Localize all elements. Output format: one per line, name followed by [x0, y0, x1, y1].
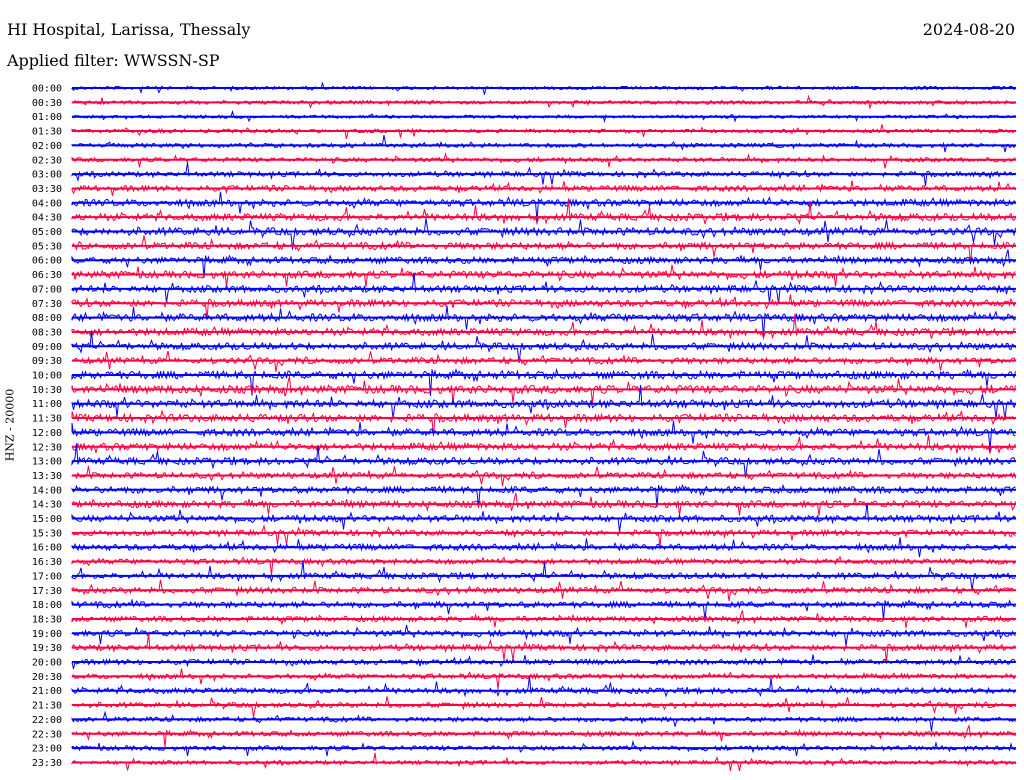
time-tick-label: 21:30 — [32, 701, 62, 712]
time-tick-label: 22:30 — [32, 729, 62, 740]
seismic-trace — [71, 676, 1016, 698]
time-tick-label: 14:30 — [32, 500, 62, 511]
time-tick-label: 21:00 — [32, 686, 62, 697]
time-tick-label: 18:30 — [32, 614, 62, 625]
time-tick-label: 05:00 — [32, 227, 62, 238]
filter-label: Applied filter: WWSSN-SP — [7, 51, 220, 70]
seismic-trace — [71, 367, 1016, 397]
time-tick-label: 11:30 — [32, 414, 62, 425]
seismic-trace — [71, 420, 1016, 452]
time-tick-label: 15:00 — [32, 514, 62, 525]
time-tick-label: 19:00 — [32, 629, 62, 640]
time-tick-label: 05:30 — [32, 241, 62, 252]
time-tick-label: 06:30 — [32, 270, 62, 281]
time-tick-label: 08:00 — [32, 313, 62, 324]
time-tick-label: 17:00 — [32, 571, 62, 582]
time-tick-label: 17:30 — [32, 586, 62, 597]
seismic-trace — [71, 180, 1016, 196]
time-tick-label: 20:00 — [32, 658, 62, 669]
seismic-trace — [71, 524, 1016, 547]
time-tick-label: 13:30 — [32, 471, 62, 482]
seismic-trace — [71, 668, 1016, 690]
seismic-trace — [71, 384, 1016, 421]
time-tick-label: 09:00 — [32, 342, 62, 353]
time-tick-label: 00:30 — [32, 98, 62, 109]
time-tick-label: 15:30 — [32, 528, 62, 539]
time-tick-label: 03:00 — [32, 170, 62, 181]
seismic-trace — [71, 434, 1016, 455]
seismic-trace — [71, 537, 1016, 558]
seismic-trace — [71, 723, 1016, 748]
seismic-trace — [71, 191, 1016, 221]
time-tick-label: 20:30 — [32, 672, 62, 683]
seismic-trace — [71, 633, 1016, 663]
date-label: 2024-08-20 — [922, 20, 1015, 39]
time-tick-label: 04:30 — [32, 213, 62, 224]
seismic-trace — [71, 264, 1016, 287]
time-tick-label: 07:30 — [32, 299, 62, 310]
time-tick-label: 12:00 — [32, 428, 62, 439]
seismic-trace — [71, 555, 1016, 576]
time-tick-label: 02:00 — [32, 141, 62, 152]
station-title: HI Hospital, Larissa, Thessaly — [7, 20, 251, 39]
time-tick-label: 10:00 — [32, 371, 62, 382]
time-tick-label: 14:00 — [32, 485, 62, 496]
time-tick-label: 01:00 — [32, 112, 62, 123]
seismic-trace — [71, 710, 1016, 732]
seismic-trace — [71, 313, 1016, 341]
time-tick-label: 00:00 — [32, 84, 62, 95]
time-tick-label: 11:00 — [32, 399, 62, 410]
seismic-trace — [71, 598, 1016, 621]
time-tick-label: 10:30 — [32, 385, 62, 396]
seismic-trace — [71, 198, 1016, 226]
time-tick-label: 19:30 — [32, 643, 62, 654]
seismic-trace — [71, 305, 1016, 338]
time-tick-label: 03:30 — [32, 184, 62, 195]
seismic-trace — [71, 696, 1016, 718]
time-tick-label: 16:30 — [32, 557, 62, 568]
time-tick-label: 02:30 — [32, 155, 62, 166]
time-tick-label: 12:30 — [32, 442, 62, 453]
seismic-trace — [71, 152, 1016, 169]
time-tick-label: 07:00 — [32, 284, 62, 295]
time-tick-label: 04:00 — [32, 198, 62, 209]
time-tick-label: 16:00 — [32, 543, 62, 554]
time-tick-label: 09:30 — [32, 356, 62, 367]
time-tick-label: 23:00 — [32, 744, 62, 755]
seismic-trace — [71, 624, 1016, 646]
seismic-trace — [71, 376, 1016, 404]
time-tick-label: 08:30 — [32, 327, 62, 338]
time-tick-label: 13:00 — [32, 457, 62, 468]
seismic-trace — [71, 135, 1016, 153]
time-tick-label: 23:30 — [32, 758, 62, 769]
time-tick-label: 18:00 — [32, 600, 62, 611]
time-tick-label: 01:30 — [32, 127, 62, 138]
seismic-trace — [71, 502, 1016, 532]
time-tick-label: 22:00 — [32, 715, 62, 726]
time-tick-label: 06:00 — [32, 256, 62, 267]
